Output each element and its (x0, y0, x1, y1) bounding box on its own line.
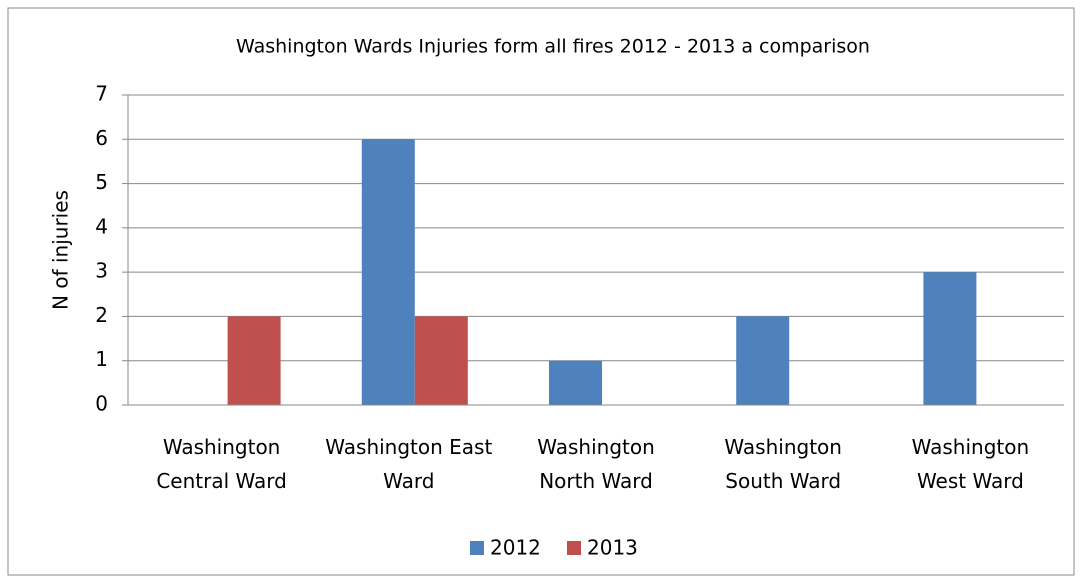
bar (736, 316, 790, 405)
y-axis-label: N of injuries (49, 190, 73, 310)
y-tick-label: 3 (95, 259, 108, 283)
x-tick-label: Washington South Ward (724, 435, 842, 493)
x-tick-label: Washington Central Ward (156, 435, 287, 493)
legend-label: 2013 (587, 536, 638, 560)
x-tick-label: Washington North Ward (537, 435, 655, 493)
bar (227, 316, 281, 405)
bar (414, 316, 468, 405)
legend-label: 2012 (490, 536, 541, 560)
x-tick-label: Washington West Ward (911, 435, 1030, 493)
x-tick-label: Washington East Ward (325, 435, 493, 493)
legend-swatch (470, 541, 484, 555)
legend-swatch (567, 541, 581, 555)
chart-border (7, 7, 1075, 576)
y-tick-label: 5 (95, 170, 108, 194)
y-tick-label: 4 (95, 214, 108, 238)
bar (549, 360, 602, 405)
y-tick-label: 2 (95, 303, 108, 327)
chart-title: Washington Wards Injuries form all fires… (236, 36, 870, 58)
y-tick-label: 6 (95, 126, 108, 150)
y-tick-label: 0 (95, 392, 108, 416)
bar (923, 272, 977, 405)
y-tick-label: 7 (95, 82, 108, 106)
y-tick-label: 1 (95, 347, 108, 371)
bar (361, 139, 415, 406)
